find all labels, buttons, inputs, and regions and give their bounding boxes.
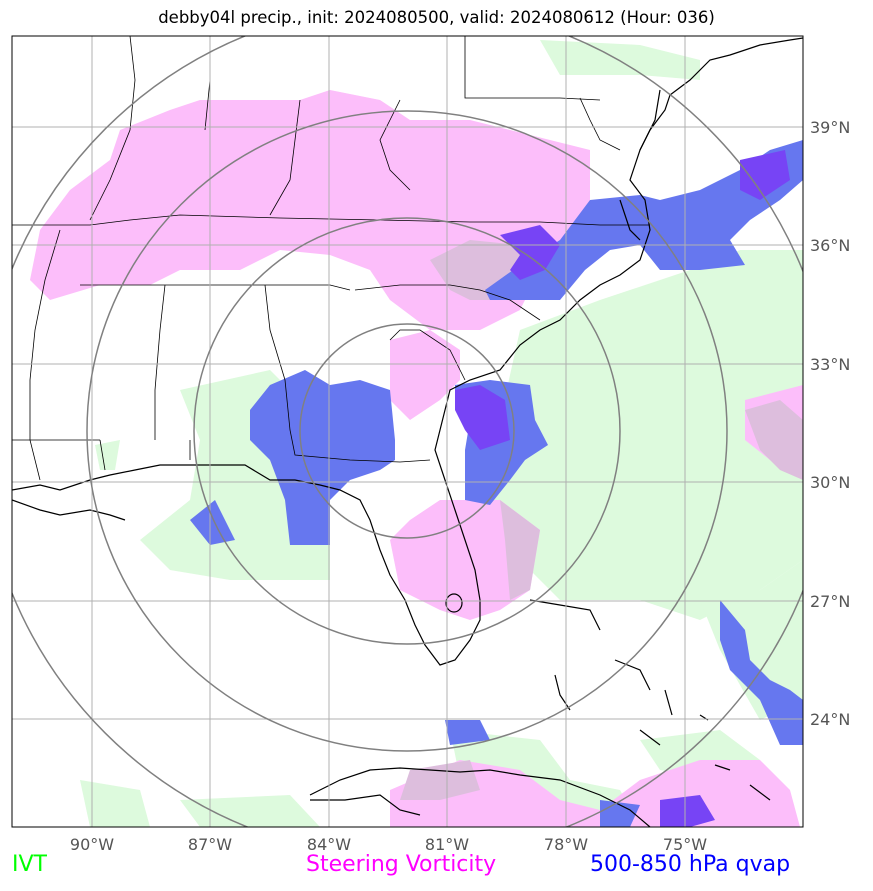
- range-ring-3: [86, 110, 728, 752]
- lat-label: 36°N: [810, 236, 850, 255]
- longitude-labels: 90°W 87°W 84°W 81°W 78°W 75°W: [70, 835, 707, 854]
- map-frame: [11, 35, 804, 828]
- lon-label: 84°W: [307, 835, 351, 854]
- lat-label: 33°N: [810, 355, 850, 374]
- overlap-field: [400, 240, 803, 800]
- lon-label: 75°W: [663, 835, 707, 854]
- lat-label: 39°N: [810, 118, 850, 137]
- lon-label: 78°W: [544, 835, 588, 854]
- latitude-labels: 39°N 36°N 33°N 30°N 27°N 24°N: [810, 118, 850, 729]
- range-ring-1: [299, 323, 515, 539]
- legend-qvap: 500-850 hPa qvap: [590, 852, 791, 877]
- gridlines: [12, 36, 803, 827]
- range-rings: [12, 36, 803, 827]
- lon-label: 81°W: [425, 835, 469, 854]
- range-ring-2: [193, 217, 621, 645]
- legend-ivt: IVT: [12, 852, 47, 877]
- lat-label: 24°N: [810, 710, 850, 729]
- lon-label: 90°W: [70, 835, 114, 854]
- lat-label: 27°N: [810, 592, 850, 611]
- qvap-strong-field: [455, 150, 790, 827]
- lat-label: 30°N: [810, 473, 850, 492]
- plot-title: debby04l precip., init: 2024080500, vali…: [158, 8, 715, 27]
- legend-steering-vorticity: Steering Vorticity: [306, 852, 497, 877]
- coastlines: [12, 37, 803, 827]
- qvap-field: [190, 140, 803, 827]
- lon-label: 87°W: [188, 835, 232, 854]
